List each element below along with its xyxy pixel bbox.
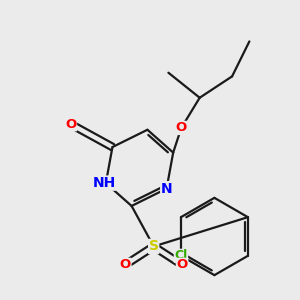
Text: Cl: Cl <box>174 249 188 262</box>
Text: O: O <box>120 258 131 271</box>
Text: NH: NH <box>92 176 116 190</box>
Text: O: O <box>176 122 187 134</box>
Text: S: S <box>149 239 159 254</box>
Text: O: O <box>176 258 188 271</box>
Text: O: O <box>65 118 76 131</box>
Text: N: N <box>161 182 172 196</box>
